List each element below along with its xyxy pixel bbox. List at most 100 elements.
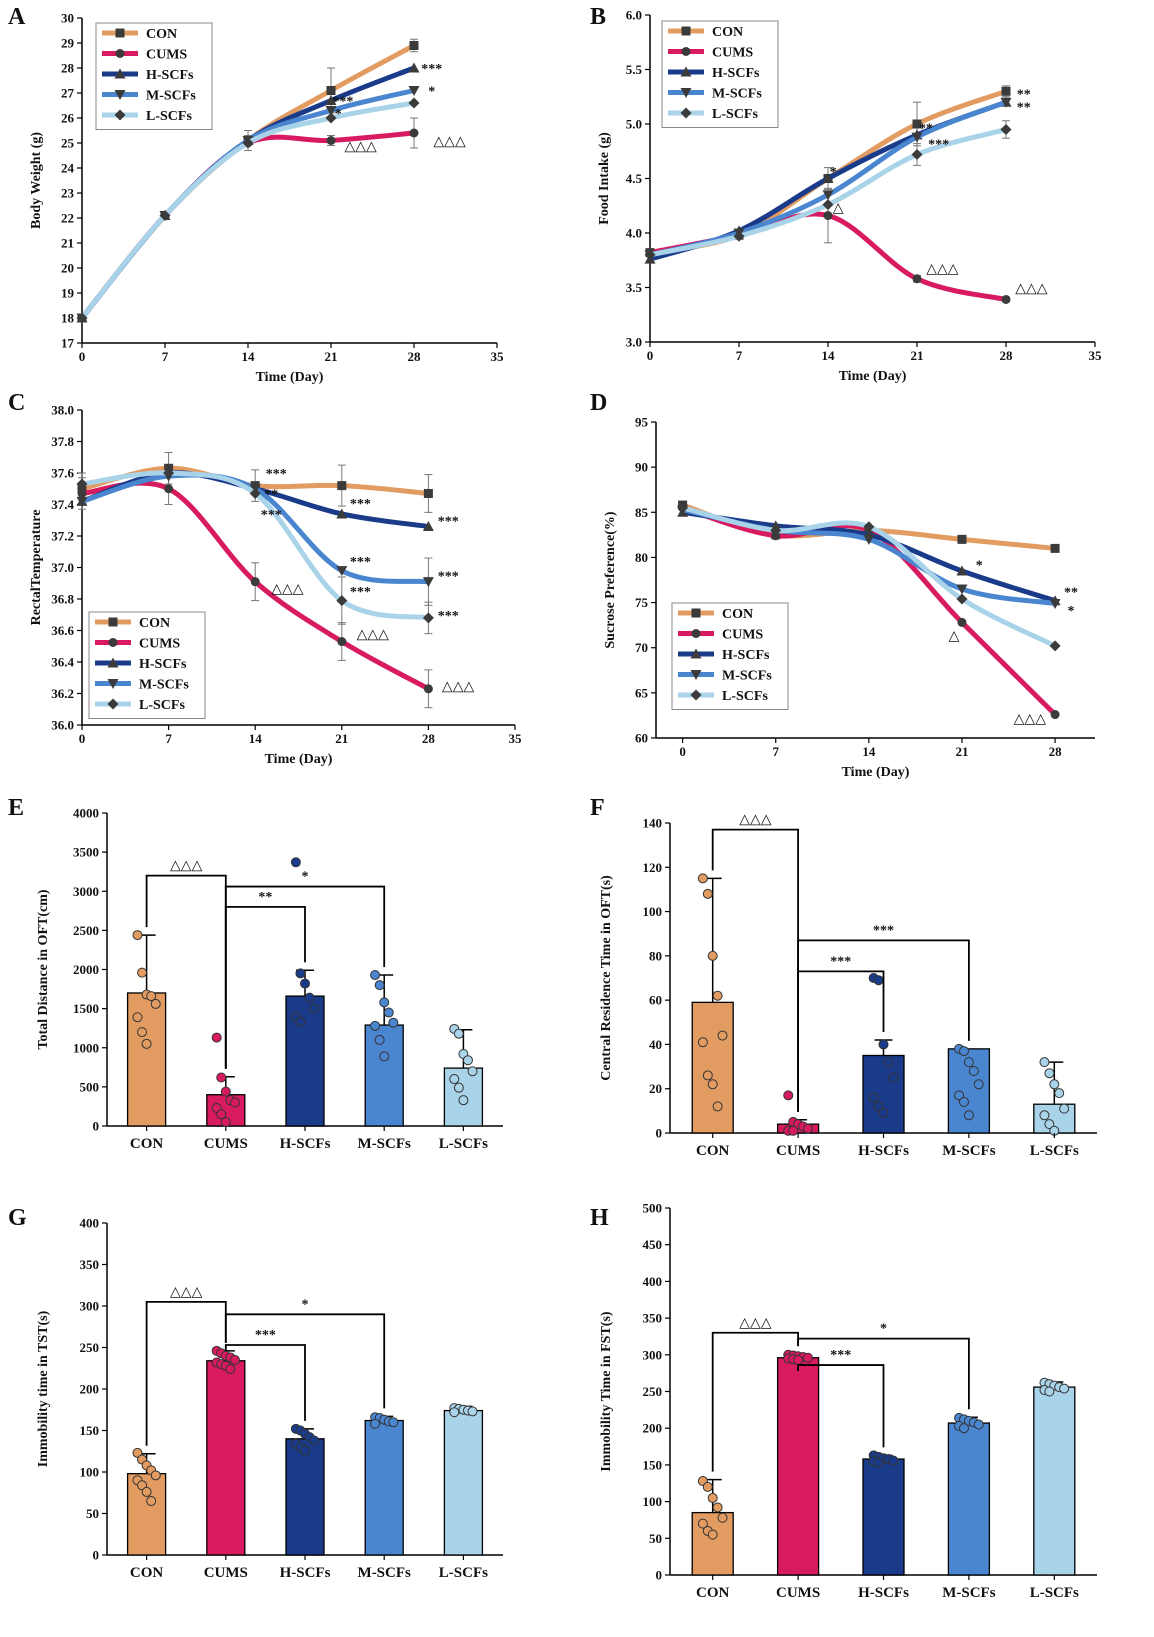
- legend-label: CON: [139, 616, 170, 631]
- data-dot-m-scfs: [379, 1051, 390, 1062]
- data-dot-m-scfs: [370, 1020, 381, 1031]
- data-dot-l-scfs: [1044, 1068, 1055, 1079]
- data-point-l-scfs: [644, 249, 656, 261]
- y-tick-label: 17: [61, 336, 75, 351]
- y-tick-label: 500: [80, 1079, 100, 1094]
- significance-bracket: [224, 906, 306, 1069]
- data-point-l-scfs: [408, 97, 420, 109]
- x-tick-label: 21: [325, 349, 338, 364]
- data-dot-m-scfs: [958, 1097, 969, 1107]
- data-point-con: [326, 86, 336, 95]
- data-dot-h-scfs: [309, 1003, 320, 1014]
- data-point-cums: [423, 684, 433, 694]
- category-label: CUMS: [204, 1565, 248, 1581]
- panel-f: 0 20 40 60 80 100 120 140 Central Residence Time…: [599, 813, 1097, 1159]
- y-tick-label: 80: [649, 948, 662, 963]
- x-tick-label: 14: [242, 349, 256, 364]
- data-dot-m-scfs: [973, 1419, 984, 1430]
- y-tick-label: 37.6: [51, 466, 74, 481]
- data-dot-m-scfs: [370, 969, 381, 980]
- y-tick-label: 20: [649, 1081, 662, 1096]
- category-label: M-SCFs: [358, 1565, 411, 1581]
- x-axis-label: Time (Day): [842, 765, 910, 780]
- data-dot-con: [702, 1481, 713, 1492]
- y-tick-label: 37.8: [51, 434, 74, 449]
- significance-mark: **: [1017, 87, 1031, 102]
- y-tick-label: 4.0: [626, 226, 642, 241]
- data-point-m-scfs: [336, 566, 348, 577]
- data-dot-con: [137, 967, 148, 978]
- y-tick-label: 36.2: [51, 686, 74, 701]
- bar-h-scfs: [862, 1458, 905, 1576]
- y-tick-label: 350: [643, 1311, 663, 1326]
- data-point-cums: [164, 484, 174, 494]
- bar-m-scfs: [364, 1419, 404, 1556]
- data-dot-m-scfs: [973, 1079, 984, 1090]
- data-point-h-scfs: [408, 62, 420, 73]
- significance-mark: ***: [332, 95, 353, 110]
- data-point-l-scfs: [770, 524, 782, 536]
- category-label: CON: [130, 1136, 164, 1152]
- legend-label: L-SCFs: [722, 689, 768, 704]
- y-tick-label: 400: [80, 1216, 100, 1231]
- x-tick-label: 7: [162, 349, 169, 364]
- data-dot-cums: [783, 1090, 794, 1101]
- significance-mark: ***: [830, 954, 851, 969]
- data-dot-h-scfs: [295, 968, 306, 979]
- data-dot-cums: [788, 1125, 799, 1136]
- data-dot-cums: [802, 1123, 813, 1134]
- y-tick-label: 2500: [73, 923, 99, 938]
- x-tick-label: 7: [772, 744, 779, 759]
- data-dot-con: [150, 998, 161, 1009]
- y-tick-label: 60: [635, 731, 648, 746]
- data-point-m-scfs: [1000, 97, 1012, 108]
- significance-mark: ***: [261, 508, 282, 523]
- y-tick-label: 350: [80, 1257, 100, 1272]
- legend-label: CUMS: [146, 48, 187, 63]
- data-dot-h-scfs: [300, 978, 310, 989]
- y-tick-label: 28: [61, 61, 75, 76]
- data-dot-h-scfs: [309, 1435, 320, 1446]
- panel-e: 0 500 1000 1500 2000 2500 3000 3500 4000 Total Di…: [36, 806, 503, 1152]
- y-tick-label: 80: [635, 550, 648, 565]
- data-point-cums: [957, 617, 967, 627]
- data-point-l-scfs: [733, 230, 745, 242]
- data-dot-cums: [793, 1354, 804, 1365]
- data-dot-h-scfs: [878, 1039, 889, 1050]
- bar-m-scfs: [947, 1422, 991, 1576]
- significance-bracket: [224, 1344, 306, 1421]
- bar-h-scfs: [285, 1438, 325, 1556]
- x-tick-label: 7: [736, 348, 743, 363]
- data-dot-m-scfs: [963, 1110, 974, 1121]
- x-tick-label: 35: [509, 731, 523, 746]
- category-label: H-SCFs: [280, 1136, 331, 1152]
- data-point-con: [423, 488, 433, 498]
- y-tick-label: 65: [635, 685, 649, 700]
- data-dot-con: [146, 991, 157, 1002]
- y-tick-label: 450: [643, 1237, 663, 1252]
- data-dot-h-scfs: [888, 1455, 899, 1466]
- panel-label-d: D: [590, 390, 607, 416]
- data-dot-con: [717, 1512, 728, 1523]
- legend-label: L-SCFs: [139, 698, 185, 713]
- y-tick-label: 75: [635, 595, 649, 610]
- data-point-cums: [409, 128, 419, 138]
- data-point-l-scfs: [822, 199, 834, 211]
- data-dot-cums: [225, 1364, 236, 1375]
- panel-h: 0 50 100 150 200 250 300 350 400 450 500 Immobility…: [599, 1201, 1097, 1601]
- data-dot-con: [697, 1518, 708, 1529]
- data-dot-l-scfs: [1039, 1057, 1050, 1068]
- data-point-l-scfs: [249, 487, 261, 499]
- category-label: CUMS: [776, 1143, 820, 1159]
- data-dot-h-scfs: [304, 992, 315, 1003]
- y-tick-label: 5.5: [626, 62, 643, 77]
- x-axis-label: Time (Day): [265, 752, 333, 767]
- data-dot-m-scfs: [963, 1057, 974, 1068]
- significance-mark: ***: [266, 467, 287, 482]
- x-tick-label: 0: [79, 349, 86, 364]
- legend-marker: [107, 657, 119, 668]
- data-dot-l-scfs: [1054, 1088, 1065, 1099]
- data-dot-m-scfs: [388, 1417, 399, 1428]
- data-point-con: [912, 119, 922, 129]
- significance-bracket: [797, 1337, 970, 1410]
